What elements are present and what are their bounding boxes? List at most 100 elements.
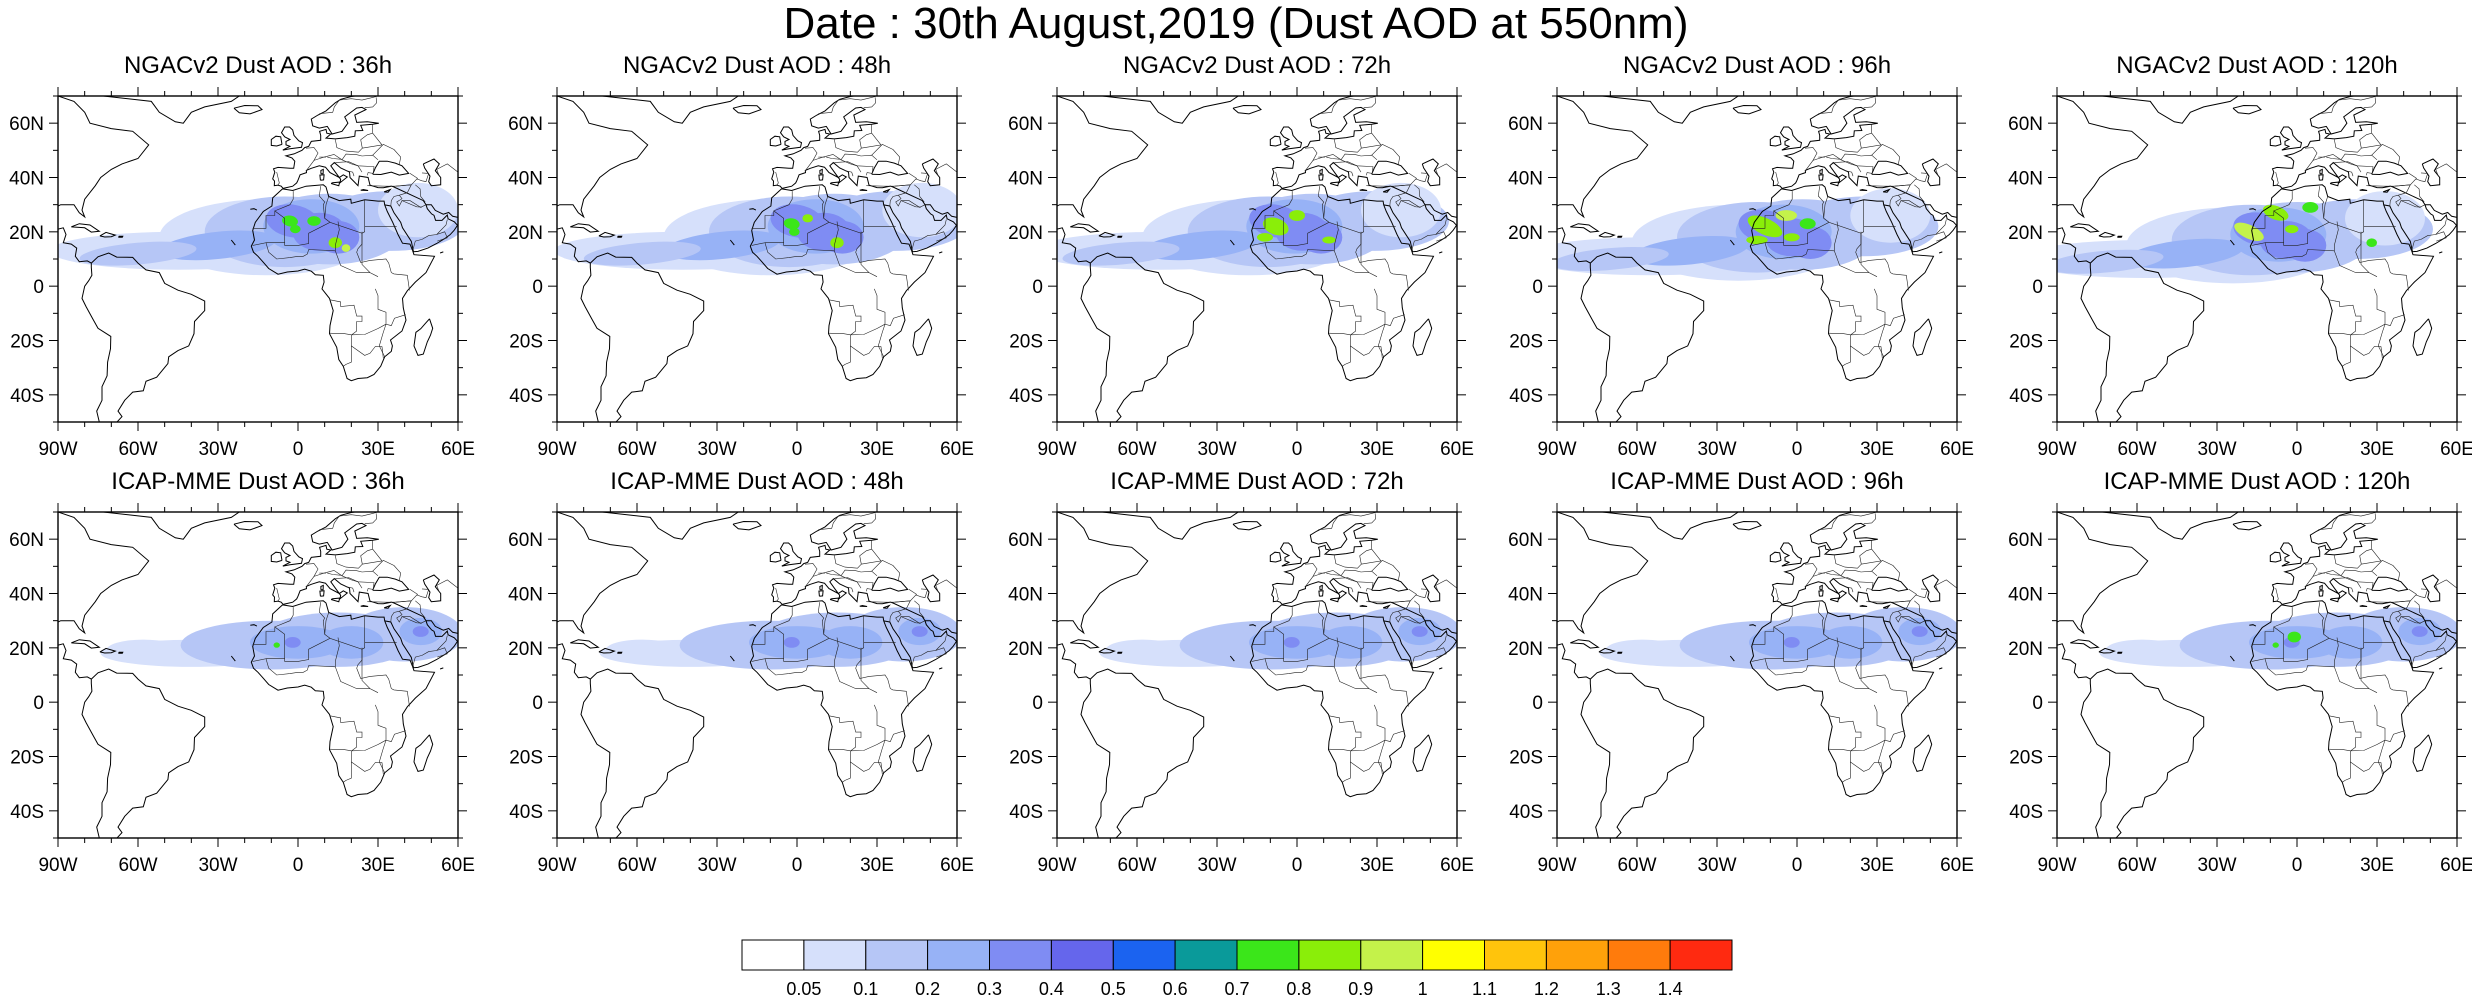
lat-tick-label: 0 [532,277,543,298]
lat-tick-label: 20N [1508,639,1543,660]
dust-aod-contour [1262,217,1289,236]
axis-ticks [548,87,966,431]
country-borders [252,512,458,783]
axis-ticks [49,87,467,431]
lat-tick-label: 20N [508,223,543,244]
dust-aod-contour [2105,639,2180,662]
lat-tick-label: 20N [508,639,543,660]
lat-tick-label: 0 [1532,693,1543,714]
colorbar-label: 0.05 [786,979,821,995]
coastlines [2057,96,2457,422]
country-borders [1751,512,1957,783]
colorbar-label: 0.1 [853,979,878,995]
lon-tick-label: 60W [1117,855,1156,876]
dust-aod-contour [1105,639,1180,662]
colorbar-swatch [1607,939,1671,971]
dust-aod-contour [378,182,458,238]
map-panel-9: ICAP-MME Dust AOD : 96h 90W 60W 30W 0 30E 60E 6… [1499,470,1999,880]
lon-tick-label: 0 [293,855,304,876]
coastlines [1557,512,1957,838]
colorbar-swatch [803,939,867,971]
lon-tick-label: 90W [38,855,77,876]
map-panel-3: NGACv2 Dust AOD : 72h 90W 60W 30W 0 30E 60E 60N… [999,54,1499,464]
dust-aod-contour [789,227,800,236]
coastlines [2057,512,2457,838]
lat-tick-label: 0 [2032,693,2043,714]
lon-tick-label: 60W [118,439,157,460]
lat-tick-label: 40S [1509,386,1543,407]
dust-aod-map: 90W 60W 30W 0 30E 60E 60N 40N 20N 0 20S 40S [9,87,475,460]
dust-aod-contour [583,241,701,266]
lat-tick-label: 60N [2008,530,2043,551]
dust-field [2057,191,2433,284]
colorbar-swatch [927,939,990,971]
lon-tick-label: 60E [2440,855,2472,876]
axis-ticks [49,503,467,847]
lat-tick-label: 60N [2008,114,2043,135]
lon-tick-label: 60E [940,855,974,876]
dust-aod-contour [882,182,957,238]
coastlines [58,512,458,838]
lat-tick-label: 40N [1508,169,1543,190]
lat-tick-label: 60N [1008,530,1043,551]
dust-aod-contour [911,626,928,637]
lon-tick-label: 30E [2360,439,2394,460]
colorbar-swatch [1298,939,1362,971]
dust-aod-contour [605,639,680,662]
dust-aod-contour [830,237,844,249]
dust-aod-contour [2234,222,2264,241]
colorbar-label: 0.3 [977,979,1002,995]
lat-tick-label: 20S [1009,748,1043,769]
colorbar-label: 0.5 [1101,979,1126,995]
lat-tick-label: 60N [9,114,44,135]
colorbar-label: 1.3 [1596,979,1621,995]
country-borders [2251,96,2457,367]
dust-aod-contour [2285,225,2299,234]
panel-title: ICAP-MME Dust AOD : 36h [111,468,405,495]
dust-field [100,607,458,670]
axis-ticks [1548,503,1966,847]
panel-title: ICAP-MME Dust AOD : 48h [610,468,904,495]
lon-tick-label: 0 [1292,439,1303,460]
dust-aod-contour [802,214,813,223]
colorbar-label: 0.9 [1348,979,1373,995]
colorbar-label: 1.4 [1658,979,1683,995]
panel-title: ICAP-MME Dust AOD : 120h [2103,468,2411,495]
lon-tick-label: 90W [1037,855,1076,876]
lat-tick-label: 20S [509,332,543,353]
colorbar-swatch [1174,939,1238,971]
lon-tick-label: 90W [1537,439,1576,460]
colorbar-swatch [1236,939,1300,971]
lon-tick-label: 0 [792,439,803,460]
panel-title: NGACv2 Dust AOD : 48h [622,52,892,79]
map-frame [1056,511,1458,839]
dust-aod-map: 90W 60W 30W 0 30E 60E 60N 40N 20N 0 20S 40S [1008,87,1474,460]
dust-aod-map: 90W 60W 30W 0 30E 60E 60N 40N 20N 0 20S 40S [1508,503,1974,876]
dust-field [1099,607,1457,670]
lon-tick-label: 0 [2292,439,2303,460]
dust-aod-contour [1299,221,1343,254]
dust-aod-contour [106,639,181,662]
lat-tick-label: 40N [9,169,44,190]
lat-tick-label: 60N [1008,114,1043,135]
colorbar-swatch [1669,939,1733,971]
dust-aod-contour [273,642,280,648]
lon-tick-label: 90W [38,439,77,460]
lat-tick-label: 0 [33,277,44,298]
lat-tick-label: 20N [2008,223,2043,244]
dust-aod-contour [319,626,384,659]
lat-tick-label: 0 [1032,277,1043,298]
lon-tick-label: 30W [697,855,736,876]
lon-tick-label: 60W [617,439,656,460]
country-borders [2251,512,2457,783]
lon-tick-label: 30E [361,439,395,460]
lon-tick-label: 60E [441,855,475,876]
lat-tick-label: 20N [1008,639,1043,660]
map-panel-4: NGACv2 Dust AOD : 96h 90W 60W 30W 0 30E 60E 60N… [1499,54,1999,464]
dust-aod-contour [1789,226,1832,259]
lon-tick-label: 30W [1697,855,1736,876]
lat-tick-label: 20N [2008,639,2043,660]
lon-tick-label: 60E [441,439,475,460]
panel-title: NGACv2 Dust AOD : 96h [1622,52,1892,79]
lat-tick-label: 20N [9,223,44,244]
